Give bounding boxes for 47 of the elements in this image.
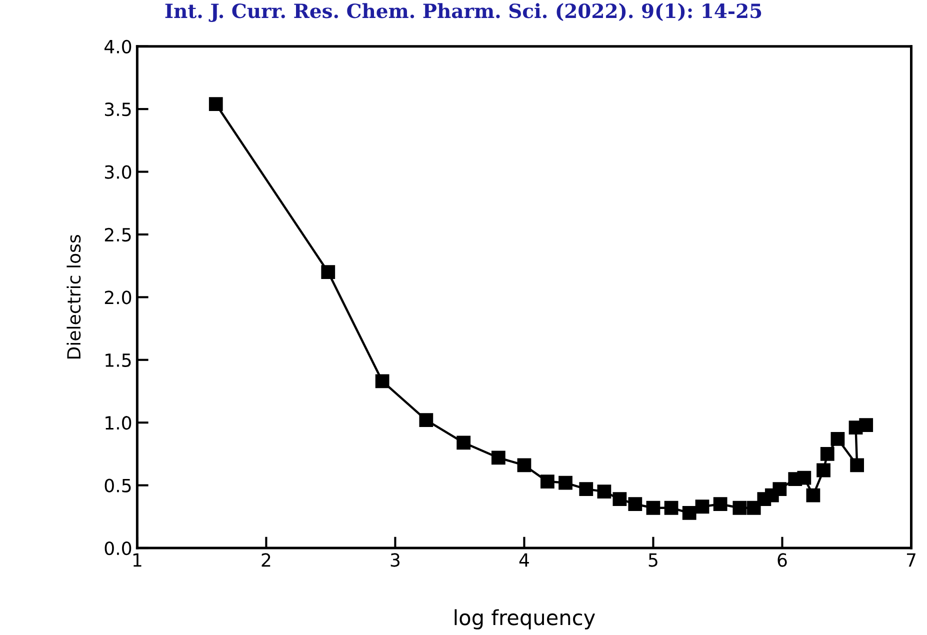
x-tick-label: 7 (906, 553, 916, 567)
point (806, 488, 820, 502)
point (820, 447, 834, 461)
point (713, 497, 728, 512)
y-axis-title: Dielectric loss (66, 234, 81, 358)
y-tick-label: 4.0 (104, 40, 132, 54)
point (375, 374, 390, 388)
point (772, 482, 787, 496)
point (612, 492, 627, 506)
point (321, 265, 336, 280)
x-tick-label: 6 (778, 553, 787, 567)
point (628, 497, 642, 512)
point (797, 470, 812, 485)
x-tick-label: 3 (390, 553, 400, 567)
point (540, 474, 554, 488)
point (419, 413, 434, 428)
y-tick-label: 1.5 (106, 354, 131, 368)
y-tick-label: 0.5 (104, 478, 131, 492)
point (456, 436, 471, 450)
x-tick-label: 5 (648, 553, 658, 567)
point (850, 458, 864, 472)
point (830, 432, 845, 446)
x-tick-label: 4 (519, 553, 529, 567)
point (646, 500, 660, 515)
x-tick-label: 2 (262, 553, 270, 567)
x-axis-title: log frequency (454, 609, 596, 630)
point (558, 476, 572, 490)
point (816, 463, 830, 478)
point (597, 484, 612, 499)
text: Int. J. Curr. Res. Chem. Pharm. Sci. (2022). 9(1): 14-25 (165, 3, 762, 22)
y-tick-label: 3.5 (105, 102, 131, 116)
y-tick-label: 1.0 (106, 416, 132, 430)
point (208, 97, 223, 111)
y-tick-label: 2.5 (104, 228, 131, 242)
point (491, 450, 506, 465)
point (664, 500, 678, 515)
point (732, 500, 747, 515)
point (859, 418, 874, 432)
point (695, 500, 710, 514)
point (579, 482, 594, 496)
y-tick-label: 3.0 (105, 165, 132, 179)
x-tick-label: 1 (133, 553, 142, 567)
point (682, 506, 696, 520)
y-tick-label: 2.0 (104, 290, 132, 304)
point (517, 458, 532, 472)
y-tick-label: 0.0 (104, 541, 132, 556)
point (746, 500, 761, 515)
